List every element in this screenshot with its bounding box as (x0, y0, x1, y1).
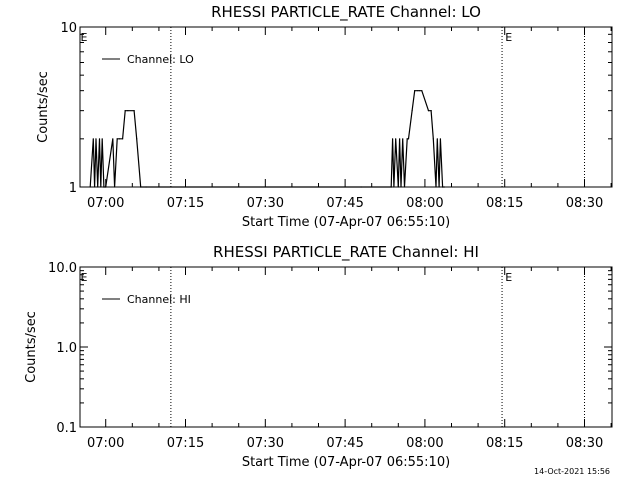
y-tick-label: 1 (69, 181, 77, 196)
x-tick-label: 08:00 (406, 436, 443, 451)
data-point (121, 138, 124, 140)
data-point (140, 186, 142, 188)
data-point (432, 138, 434, 140)
x-tick-label: 07:15 (167, 436, 204, 451)
x-tick-label: 07:15 (167, 196, 204, 211)
x-tick-label: 07:30 (247, 436, 284, 451)
x-tick-label: 07:30 (247, 196, 284, 211)
data-point (118, 138, 121, 140)
y-axis-label: Counts/sec (24, 311, 39, 383)
data-point (390, 186, 392, 188)
data-point (411, 110, 413, 112)
data-point (360, 186, 362, 188)
data-point (407, 138, 410, 140)
data-point (402, 138, 404, 140)
data-point (98, 138, 101, 140)
data-point (427, 110, 430, 112)
y-tick-label: 0.1 (56, 421, 77, 436)
x-tick-label: 07:45 (326, 436, 363, 451)
data-point (393, 186, 395, 188)
data-point (399, 138, 401, 140)
legend-label: Channel: LO (127, 53, 194, 66)
chart-title: RHESSI PARTICLE_RATE Channel: HI (213, 243, 479, 262)
data-point (421, 90, 423, 92)
data-point (417, 90, 419, 92)
event-flag: E (505, 31, 512, 44)
data-point (145, 186, 147, 188)
x-tick-label: 07:00 (87, 436, 124, 451)
data-point (436, 138, 438, 140)
data-point (112, 138, 114, 140)
data-point (397, 186, 399, 188)
data-point (116, 138, 118, 140)
timestamp: 14-Oct-2021 15:56 (534, 467, 610, 476)
data-point (442, 186, 444, 188)
data-point (97, 186, 99, 188)
data-point (113, 186, 116, 188)
y-tick-label: 10 (60, 21, 77, 36)
data-point (100, 186, 102, 188)
y-tick-label: 1.0 (56, 341, 77, 356)
x-tick-label: 08:00 (406, 196, 443, 211)
x-axis-label: Start Time (07-Apr-07 06:55:10) (242, 455, 450, 470)
data-point (435, 186, 437, 188)
data-point (105, 186, 107, 188)
chart-title: RHESSI PARTICLE_RATE Channel: LO (211, 3, 481, 22)
data-point (414, 90, 416, 92)
data-point (103, 186, 105, 188)
x-tick-label: 08:30 (566, 436, 603, 451)
lo-channel-panel: RHESSI PARTICLE_RATE Channel: LO Start Ti… (36, 3, 613, 230)
legend-label: Channel: HI (127, 293, 191, 306)
data-point (418, 90, 421, 92)
event-flag: E (81, 271, 88, 284)
x-tick-label: 07:00 (87, 196, 124, 211)
data-point (438, 186, 440, 188)
data-point (101, 138, 103, 140)
x-axis-label: Start Time (07-Apr-07 06:55:10) (242, 215, 450, 230)
data-point (430, 110, 432, 112)
x-tick-label: 08:30 (566, 196, 603, 211)
data-point (136, 138, 138, 140)
data-point (400, 186, 402, 188)
data-point (92, 138, 94, 140)
data-point (89, 186, 91, 188)
data-point (443, 186, 446, 188)
data-point (94, 186, 96, 188)
hi-channel-panel: RHESSI PARTICLE_RATE Channel: HI Start Ti… (24, 243, 613, 470)
data-point (127, 110, 129, 112)
x-tick-label: 08:15 (486, 196, 523, 211)
x-tick-label: 08:15 (486, 436, 523, 451)
event-flag: E (505, 271, 512, 284)
x-tick-label: 07:45 (326, 196, 363, 211)
data-point (133, 110, 135, 112)
data-point (406, 138, 408, 140)
data-point (124, 110, 126, 112)
data-point (395, 138, 397, 140)
y-axis-label: Counts/sec (36, 71, 51, 143)
event-flag: E (81, 31, 88, 44)
data-point (95, 138, 97, 140)
data-point (439, 138, 442, 140)
data-point (403, 186, 406, 188)
data-point (391, 138, 394, 140)
y-tick-label: 10.0 (48, 261, 77, 276)
